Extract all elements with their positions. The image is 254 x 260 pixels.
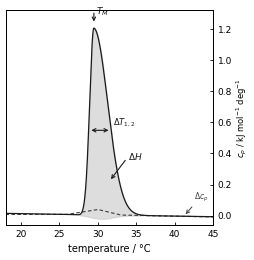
X-axis label: temperature / °C: temperature / °C [68,244,150,255]
Y-axis label: $c_p$ / kJ mol$^{-1}$ deg$^{-1}$: $c_p$ / kJ mol$^{-1}$ deg$^{-1}$ [234,78,248,158]
Text: $\Delta T_{1,2}$: $\Delta T_{1,2}$ [113,116,135,129]
Text: $\Delta H$: $\Delta H$ [127,151,142,162]
Text: $T_M$: $T_M$ [96,6,108,18]
Text: $\Delta c_p$: $\Delta c_p$ [193,191,208,204]
